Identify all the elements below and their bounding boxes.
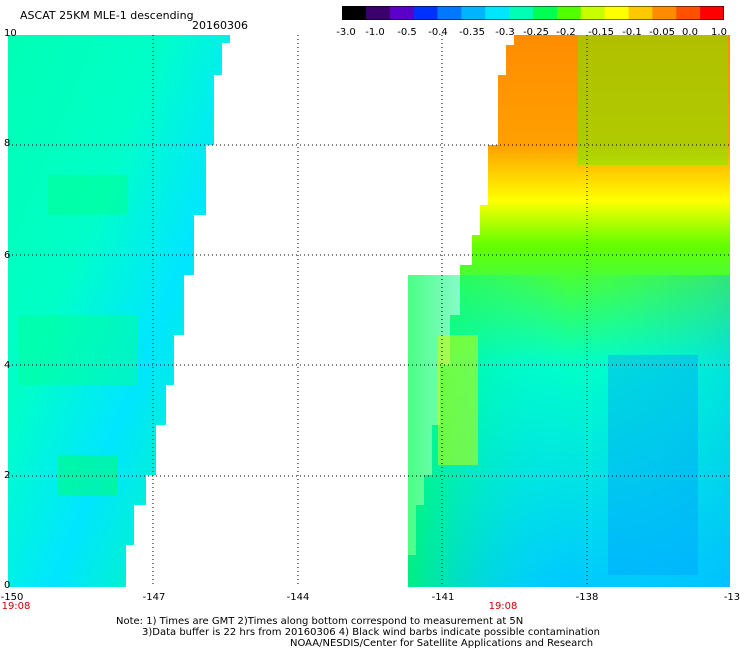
colorbar-segment xyxy=(389,6,415,20)
colorbar-segment xyxy=(509,6,534,20)
time-label: 19:08 xyxy=(488,601,518,612)
x-tick-label: -138 xyxy=(575,592,599,603)
colorbar-label: 1.0 xyxy=(711,27,727,38)
footnote-line-2: 3)Data buffer is 22 hrs from 20160306 4)… xyxy=(142,627,600,638)
colorbar-label: -0.35 xyxy=(459,27,485,38)
x-tick-label: -147 xyxy=(142,592,166,603)
left-swath-patch xyxy=(58,455,118,495)
map-title: ASCAT 25KM MLE-1 descending xyxy=(20,9,194,22)
colorbar-label: -0.5 xyxy=(397,27,417,38)
x-tick-label: -13 xyxy=(723,592,740,603)
colorbar-label: -0.4 xyxy=(428,27,448,38)
colorbar-segment xyxy=(342,6,367,20)
colorbar-segment xyxy=(461,6,486,20)
right-swath-patch xyxy=(578,35,728,165)
right-swath-patch xyxy=(608,355,698,575)
colorbar-label: -0.25 xyxy=(523,27,549,38)
colorbar-segment xyxy=(580,6,606,20)
x-tick-label: -141 xyxy=(431,592,455,603)
color-scale-bar xyxy=(342,6,724,20)
colorbar-label: -0.15 xyxy=(588,27,614,38)
left-swath-patch xyxy=(18,315,138,385)
colorbar-label: -0.2 xyxy=(556,27,576,38)
colorbar-label: -0.1 xyxy=(622,27,642,38)
time-label: 19:08 xyxy=(1,601,31,612)
colorbar-segment xyxy=(604,6,630,20)
colorbar-label: -0.3 xyxy=(495,27,515,38)
y-tick-label: 4 xyxy=(4,360,11,371)
colorbar-segment xyxy=(628,6,653,20)
x-tick-label: -144 xyxy=(286,592,310,603)
y-tick-label: 6 xyxy=(4,250,11,261)
colorbar-segment xyxy=(365,6,391,20)
right-swath-overlay xyxy=(408,275,730,587)
colorbar-segment xyxy=(700,6,724,20)
right-swath-patch xyxy=(438,335,478,465)
left-data-swath xyxy=(8,35,230,587)
colorbar-segment xyxy=(437,6,462,20)
y-tick-label: 10 xyxy=(4,28,17,39)
colorbar-label: -0.05 xyxy=(649,27,675,38)
colorbar-segment xyxy=(556,6,582,20)
colorbar-segment xyxy=(676,6,701,20)
y-tick-label: 8 xyxy=(4,138,11,149)
colorbar-segment xyxy=(533,6,558,20)
y-tick-label: 0 xyxy=(4,580,11,591)
colorbar-segment xyxy=(485,6,510,20)
left-swath-patch xyxy=(48,175,128,215)
colorbar-segment xyxy=(413,6,439,20)
footnote-credit: NOAA/NESDIS/Center for Satellite Applica… xyxy=(290,638,594,649)
colorbar-segment xyxy=(652,6,677,20)
map-gridlines xyxy=(8,35,730,587)
map-date: 20160306 xyxy=(192,19,248,32)
colorbar-label: -1.0 xyxy=(365,27,385,38)
y-tick-label: 2 xyxy=(4,470,11,481)
colorbar-label: 0.0 xyxy=(682,27,698,38)
x-tick-label: -150 xyxy=(0,592,24,603)
footnote-line-1: Note: 1) Times are GMT 2)Times along bot… xyxy=(116,616,524,627)
map-plot-area xyxy=(8,35,730,587)
colorbar-label: -3.0 xyxy=(336,27,356,38)
